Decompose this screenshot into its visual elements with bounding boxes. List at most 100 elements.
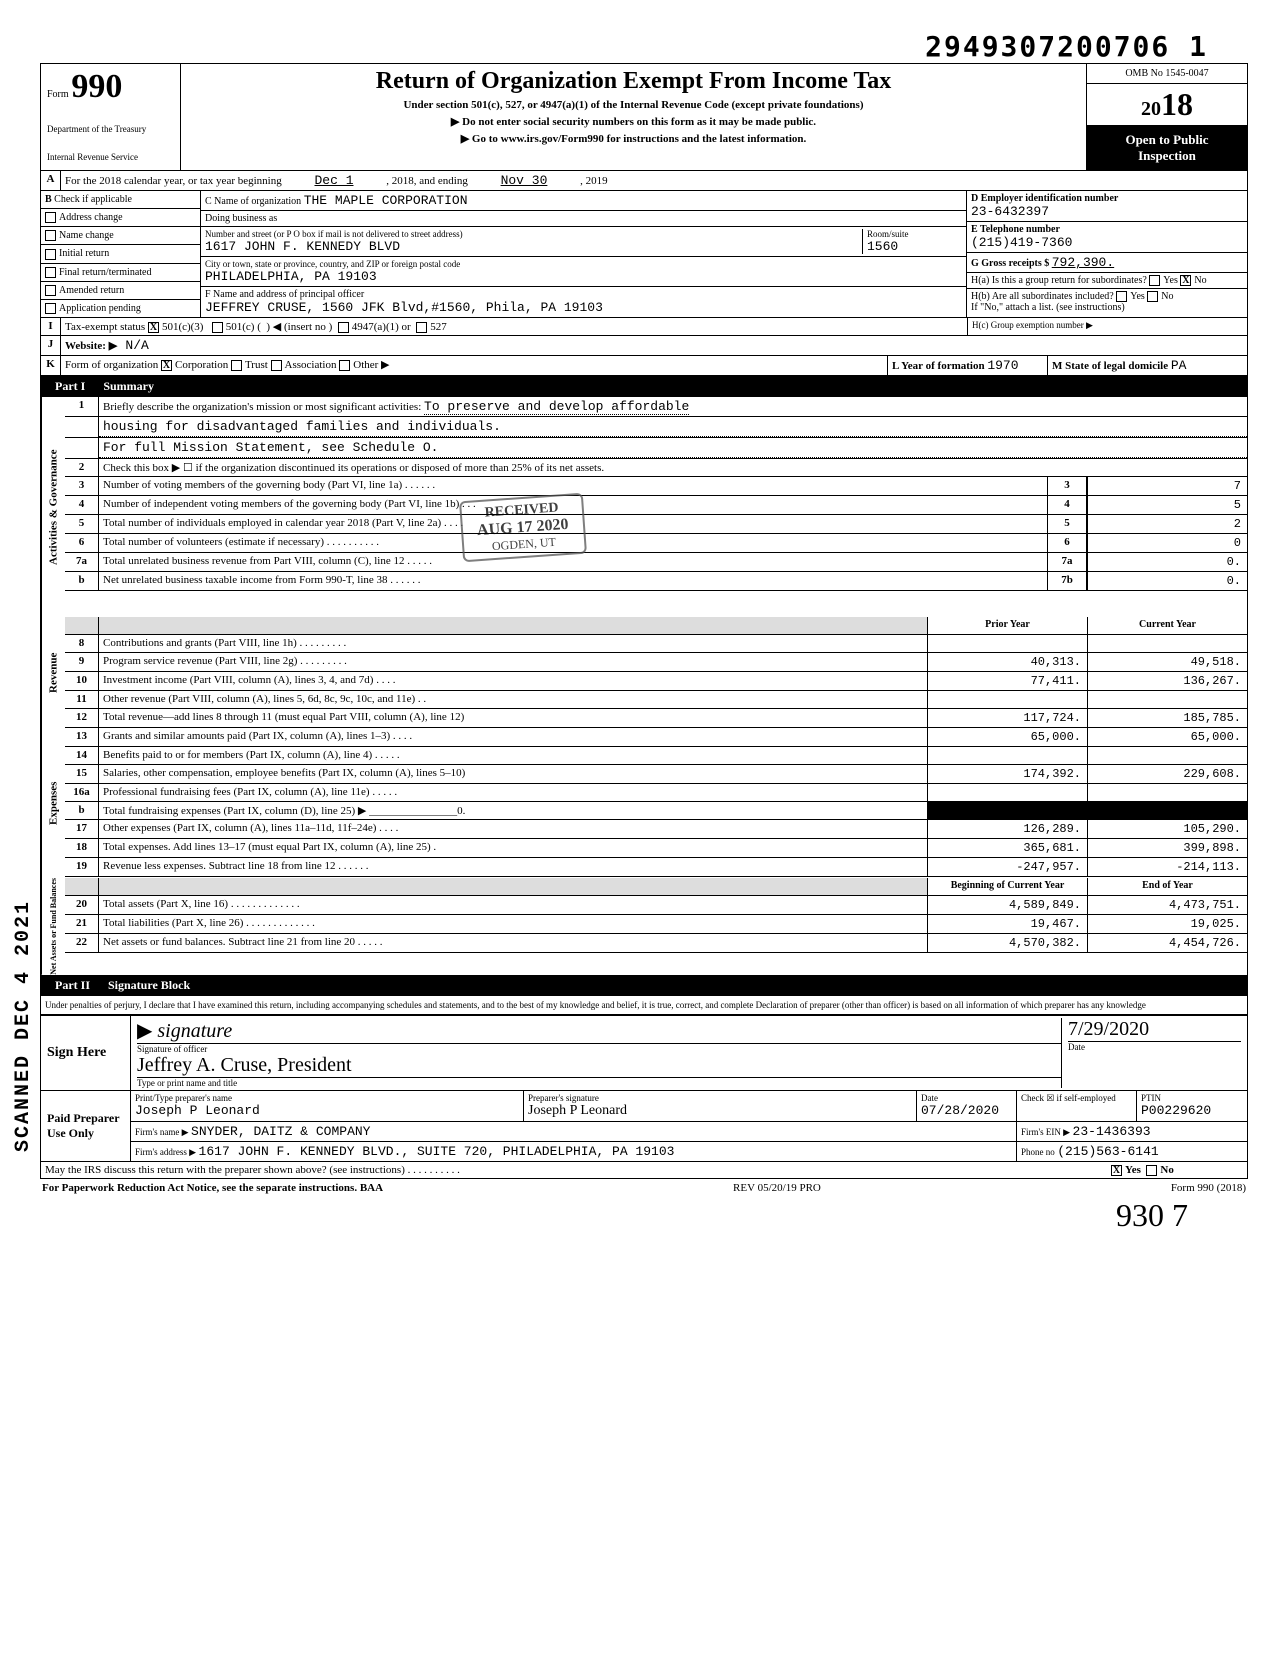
side-governance: Activities & Governance — [41, 397, 65, 617]
website: N/A — [125, 338, 148, 353]
phone: (215)419-7360 — [971, 235, 1072, 250]
firm-phone: (215)563-6141 — [1057, 1144, 1158, 1159]
gov-val-5: 2 — [1087, 515, 1247, 533]
f-label: F Name and address of principal officer — [205, 289, 364, 300]
entity-block: B Check if applicable Address change Nam… — [40, 191, 1248, 318]
assoc-checkbox[interactable] — [271, 360, 282, 371]
net-curr-21: 19,025. — [1087, 915, 1247, 933]
exp-curr-14 — [1087, 747, 1247, 764]
hb-no[interactable] — [1147, 291, 1158, 302]
mission-2: housing for disadvantaged families and i… — [99, 417, 1247, 437]
exp-curr-19: -214,113. — [1087, 858, 1247, 876]
line-k: K Form of organization XCorporation Trus… — [40, 356, 1248, 376]
form-title: Return of Organization Exempt From Incom… — [189, 68, 1078, 95]
may-irs-yes[interactable]: X — [1111, 1165, 1122, 1176]
checkbox-initial-return[interactable] — [45, 249, 56, 260]
omb-number: OMB No 1545-0047 — [1087, 64, 1247, 84]
street-address: 1617 JOHN F. KENNEDY BLVD — [205, 239, 862, 254]
4947-checkbox[interactable] — [338, 322, 349, 333]
rev-prior-8 — [927, 635, 1087, 652]
form-ref: Form 990 (2018) — [1171, 1182, 1246, 1194]
form-header: Form 990 Department of the Treasury Inte… — [40, 63, 1248, 171]
corp-checkbox[interactable]: X — [161, 360, 172, 371]
city-state-zip: PHILADELPHIA, PA 19103 — [205, 269, 962, 284]
net-prior-22: 4,570,382. — [927, 934, 1087, 952]
501c-checkbox[interactable] — [212, 322, 223, 333]
other-checkbox[interactable] — [339, 360, 350, 371]
footer: For Paperwork Reduction Act Notice, see … — [40, 1179, 1248, 1197]
open-public: Open to PublicInspection — [1087, 126, 1247, 170]
part2-header: Part II Signature Block — [40, 975, 1248, 996]
checkbox-amended[interactable] — [45, 285, 56, 296]
officer-signature: ▶ signature — [137, 1018, 1061, 1043]
firm-name: SNYDER, DAITZ & COMPANY — [191, 1124, 370, 1139]
rev-prior-11 — [927, 691, 1087, 708]
net-curr-22: 4,454,726. — [1087, 934, 1247, 952]
side-expenses: Expenses — [41, 728, 65, 878]
begin-date: Dec 1 — [314, 173, 353, 188]
rev-curr-12: 185,785. — [1087, 709, 1247, 727]
sign-date: 7/29/2020 — [1068, 1018, 1241, 1041]
checkbox-name-change[interactable] — [45, 230, 56, 241]
ha-yes[interactable] — [1149, 275, 1160, 286]
paid-preparer-label: Paid Preparer Use Only — [41, 1091, 131, 1161]
end-year-header: End of Year — [1087, 878, 1247, 895]
state-domicile: PA — [1171, 358, 1187, 373]
gov-val-7a: 0. — [1087, 553, 1247, 571]
scanned-stamp: SCANNED DEC 4 2021 — [12, 900, 35, 1152]
officer-name-typed: Jeffrey A. Cruse, President — [137, 1054, 1061, 1077]
rev-curr-10: 136,267. — [1087, 672, 1247, 690]
checkbox-app-pending[interactable] — [45, 303, 56, 314]
paperwork-notice: For Paperwork Reduction Act Notice, see … — [42, 1182, 383, 1194]
g-label: G Gross receipts $ — [971, 258, 1049, 269]
mission-3: For full Mission Statement, see Schedule… — [99, 438, 1247, 458]
exp-curr-13: 65,000. — [1087, 728, 1247, 746]
exp-prior-16a — [927, 784, 1087, 801]
signature-block: Sign Here ▶ signature Signature of offic… — [40, 1015, 1248, 1162]
hb-yes[interactable] — [1116, 291, 1127, 302]
url-note: ▶ Go to www.irs.gov/Form990 for instruct… — [189, 132, 1078, 145]
exp-curr-16a — [1087, 784, 1247, 801]
net-curr-20: 4,473,751. — [1087, 896, 1247, 914]
gov-val-3: 7 — [1087, 477, 1247, 495]
part1-header: Part I Summary — [40, 376, 1248, 397]
rev-curr-9: 49,518. — [1087, 653, 1247, 671]
hb-label: H(b) Are all subordinates included? — [971, 291, 1114, 302]
l-label: L Year of formation — [892, 360, 985, 372]
checkbox-final-return[interactable] — [45, 267, 56, 278]
side-revenue: Revenue — [41, 617, 65, 728]
may-irs-no[interactable] — [1146, 1165, 1157, 1176]
line-j: J Website: ▶ N/A — [40, 336, 1248, 356]
gov-val-4: 5 — [1087, 496, 1247, 514]
checkbox-address-change[interactable] — [45, 212, 56, 223]
perjury-declaration: Under penalties of perjury, I declare th… — [41, 996, 1247, 1014]
exp-curr-18: 399,898. — [1087, 839, 1247, 857]
current-year-header: Current Year — [1087, 617, 1247, 634]
rev-prior-12: 117,724. — [927, 709, 1087, 727]
net-prior-21: 19,467. — [927, 915, 1087, 933]
year-formation: 1970 — [987, 358, 1018, 373]
527-checkbox[interactable] — [416, 322, 427, 333]
mission-1: To preserve and develop affordable — [424, 399, 689, 415]
exp-prior-15: 174,392. — [927, 765, 1087, 783]
exp-prior-14 — [927, 747, 1087, 764]
line-i: I Tax-exempt status X501(c)(3) 501(c) ( … — [40, 318, 1248, 336]
form-word: Form — [47, 89, 69, 100]
gov-val-6: 0 — [1087, 534, 1247, 552]
trust-checkbox[interactable] — [231, 360, 242, 371]
c-label: C Name of organization — [205, 196, 301, 207]
irs-label: Internal Revenue Service — [47, 152, 174, 162]
begin-year-header: Beginning of Current Year — [927, 878, 1087, 895]
room-suite: 1560 — [867, 239, 962, 254]
dln-number: 2949307200706 1 — [40, 30, 1248, 63]
line-a: A For the 2018 calendar year, or tax yea… — [40, 171, 1248, 191]
gov-val-b: 0. — [1087, 572, 1247, 590]
m-label: M State of legal domicile — [1052, 360, 1168, 372]
form-subtitle: Under section 501(c), 527, or 4947(a)(1)… — [189, 99, 1078, 111]
preparer-name: Joseph P Leonard — [135, 1103, 519, 1118]
gross-receipts: 792,390. — [1052, 255, 1114, 270]
exp-prior-19: -247,957. — [927, 858, 1087, 876]
501c3-checkbox[interactable]: X — [148, 322, 159, 333]
prior-year-header: Prior Year — [927, 617, 1087, 634]
ha-no[interactable]: X — [1180, 275, 1191, 286]
